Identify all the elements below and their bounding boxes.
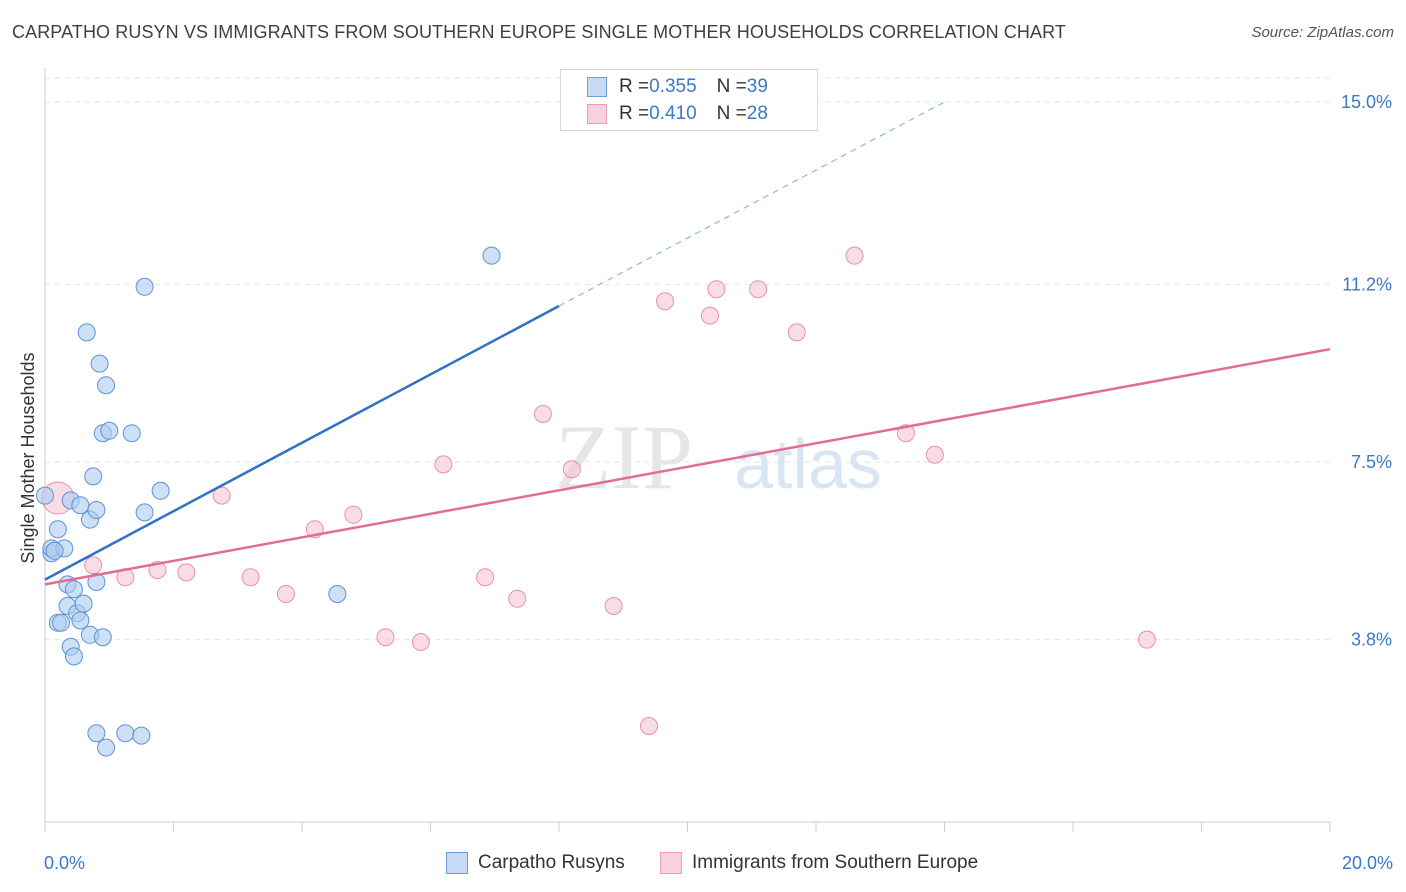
tick-labels: 3.8% 7.5% 11.2% 15.0% 0.0% 20.0% Single Mother… (18, 92, 1393, 873)
series-legend: Carpatho Rusyns Immigrants from Southern… (0, 852, 1406, 878)
data-point-immigrants (562, 460, 581, 479)
legend-label-immigrants-southern-europe: Immigrants from Southern Europe (692, 852, 979, 873)
data-point-immigrants (707, 280, 726, 299)
legend-row-carpatho: R = 0.355 N = 39 (587, 76, 768, 98)
y-tick-label: 15.0% (1341, 92, 1392, 112)
data-point-immigrants (411, 633, 430, 651)
legend-n-label: N = (716, 76, 747, 97)
legend-r-label: R = (619, 76, 650, 97)
data-point-carpatho (71, 611, 90, 630)
data-point-immigrants (656, 292, 675, 311)
data-point-carpatho (45, 541, 64, 560)
data-point-carpatho (77, 323, 96, 342)
data-point-immigrants (344, 505, 363, 524)
y-tick-label: 3.8% (1351, 630, 1392, 650)
source-label: Source: ZipAtlas.com (1251, 24, 1394, 41)
series-carpatho-rusyns (36, 246, 501, 757)
legend-item-carpatho-rusyns[interactable]: Carpatho Rusyns (446, 852, 625, 874)
data-point-carpatho (87, 501, 106, 519)
legend-n-value: 28 (746, 103, 768, 124)
data-point-carpatho (151, 481, 170, 500)
data-point-carpatho (87, 573, 106, 591)
data-point-immigrants (508, 589, 527, 608)
data-point-immigrants (925, 445, 944, 464)
legend-swatch-pink (660, 852, 682, 874)
watermark-zip: ZIP (555, 406, 693, 508)
data-point-carpatho (97, 738, 116, 757)
data-point-immigrants (1137, 630, 1156, 649)
data-point-carpatho (36, 486, 54, 505)
data-point-immigrants (533, 405, 552, 423)
data-point-immigrants (639, 717, 658, 735)
data-point-carpatho (84, 467, 103, 486)
data-point-carpatho (48, 520, 67, 539)
data-point-carpatho (64, 580, 83, 599)
data-point-carpatho (90, 354, 109, 373)
trend-line-carpatho (44, 304, 560, 581)
data-point-carpatho (97, 376, 116, 395)
data-point-carpatho (74, 594, 93, 613)
x-tick-label: 20.0% (1342, 853, 1393, 873)
data-point-immigrants (749, 280, 768, 299)
y-axis-label: Single Mother Households (18, 352, 38, 563)
legend-swatch-blue (587, 77, 607, 97)
legend-item-immigrants-southern-europe[interactable]: Immigrants from Southern Europe (660, 852, 978, 874)
data-point-immigrants (434, 455, 453, 474)
data-point-carpatho (122, 424, 141, 443)
data-point-immigrants (212, 486, 231, 505)
legend-n-label: N = (716, 103, 747, 124)
axis-layer (44, 68, 1331, 832)
data-point-carpatho (482, 246, 501, 265)
data-point-carpatho (64, 647, 83, 666)
data-point-immigrants (787, 323, 806, 342)
data-point-immigrants (84, 556, 103, 575)
legend-n-value: 39 (746, 76, 768, 97)
data-point-carpatho (52, 613, 71, 632)
data-point-carpatho (116, 724, 135, 743)
data-point-immigrants (276, 585, 295, 603)
trend-line-carpatho-extension (558, 101, 945, 307)
data-point-immigrants (177, 563, 196, 582)
legend-row-immigrants: R = 0.410 N = 28 (587, 103, 768, 125)
grid-layer (45, 77, 1330, 641)
data-point-immigrants (241, 568, 260, 587)
data-point-carpatho (135, 503, 154, 522)
correlation-legend: R = 0.355 N = 39 R = 0.410 N = 28 (560, 69, 818, 131)
data-point-immigrants (604, 597, 623, 615)
data-point-carpatho (135, 277, 154, 296)
legend-label-carpatho-rusyns: Carpatho Rusyns (478, 852, 625, 873)
legend-swatch-blue (446, 852, 468, 874)
y-tick-label: 11.2% (1342, 274, 1392, 294)
data-point-immigrants (700, 306, 719, 325)
data-point-carpatho (71, 496, 90, 515)
data-point-carpatho (328, 585, 347, 603)
trend-lines (44, 101, 1331, 586)
legend-r-value: 0.410 (649, 103, 697, 124)
chart-title: CARPATHO RUSYN VS IMMIGRANTS FROM SOUTHE… (12, 22, 1066, 42)
data-point-immigrants (376, 628, 395, 647)
legend-swatch-pink (587, 104, 607, 124)
data-point-carpatho (132, 726, 151, 745)
legend-r-value: 0.355 (649, 76, 697, 97)
data-point-carpatho (93, 628, 112, 647)
data-point-carpatho (87, 724, 106, 743)
watermark-atlas: atlas (734, 425, 882, 503)
trend-line-immigrants (44, 347, 1331, 586)
data-point-carpatho (100, 421, 119, 440)
y-tick-label: 7.5% (1351, 452, 1392, 472)
data-point-immigrants (845, 246, 864, 265)
data-point-immigrants (896, 424, 915, 443)
x-tick-label: 0.0% (44, 853, 85, 873)
data-point-immigrants (476, 568, 495, 587)
legend-r-label: R = (619, 103, 650, 124)
